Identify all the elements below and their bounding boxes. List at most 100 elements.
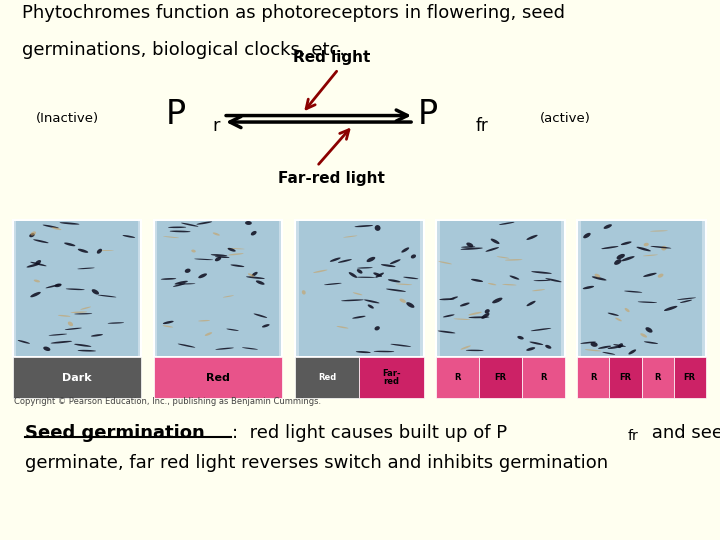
Ellipse shape	[643, 273, 657, 277]
Bar	[359, 357, 423, 398]
Ellipse shape	[352, 316, 366, 319]
Ellipse shape	[34, 280, 40, 282]
Ellipse shape	[65, 328, 82, 330]
Ellipse shape	[373, 272, 382, 277]
Text: R: R	[590, 373, 597, 382]
Ellipse shape	[471, 279, 483, 282]
Ellipse shape	[163, 236, 179, 238]
Ellipse shape	[74, 344, 91, 347]
Ellipse shape	[532, 289, 545, 291]
Ellipse shape	[74, 313, 92, 314]
Ellipse shape	[643, 254, 658, 256]
Bar	[295, 220, 423, 357]
Ellipse shape	[388, 279, 400, 282]
Ellipse shape	[454, 319, 471, 320]
Ellipse shape	[163, 325, 173, 327]
Ellipse shape	[168, 226, 186, 228]
Ellipse shape	[661, 246, 667, 251]
Ellipse shape	[624, 291, 642, 293]
Ellipse shape	[368, 305, 374, 308]
Ellipse shape	[198, 273, 207, 278]
Ellipse shape	[35, 260, 41, 265]
Ellipse shape	[461, 247, 483, 250]
Text: Phytochromes function as photoreceptors in flowering, seed: Phytochromes function as photoreceptors …	[22, 4, 564, 22]
Ellipse shape	[253, 314, 267, 318]
Ellipse shape	[354, 225, 373, 227]
Ellipse shape	[248, 273, 254, 277]
Ellipse shape	[228, 248, 235, 252]
Ellipse shape	[499, 222, 515, 225]
Text: Red: Red	[318, 373, 336, 382]
Ellipse shape	[223, 295, 234, 298]
Ellipse shape	[608, 313, 619, 316]
Ellipse shape	[336, 326, 348, 328]
Text: R: R	[454, 373, 461, 382]
Ellipse shape	[608, 346, 624, 349]
Text: Copyright © Pearson Education, Inc., publishing as Benjamin Cummings.: Copyright © Pearson Education, Inc., pub…	[14, 397, 321, 406]
Ellipse shape	[492, 298, 503, 303]
Ellipse shape	[91, 334, 103, 336]
Ellipse shape	[230, 265, 244, 267]
Ellipse shape	[66, 288, 85, 290]
Ellipse shape	[497, 256, 509, 259]
Ellipse shape	[411, 254, 416, 259]
Ellipse shape	[343, 235, 357, 238]
Ellipse shape	[443, 314, 454, 318]
Ellipse shape	[30, 231, 36, 235]
Ellipse shape	[77, 268, 95, 269]
Ellipse shape	[55, 284, 61, 287]
Ellipse shape	[545, 278, 562, 282]
Bar	[609, 357, 642, 398]
Ellipse shape	[242, 347, 258, 349]
Ellipse shape	[386, 289, 406, 292]
Bar	[436, 357, 479, 398]
Ellipse shape	[313, 269, 328, 273]
Ellipse shape	[45, 284, 62, 288]
Ellipse shape	[592, 276, 606, 280]
Ellipse shape	[50, 341, 72, 343]
Ellipse shape	[485, 247, 499, 252]
Ellipse shape	[228, 253, 243, 255]
Text: Red light: Red light	[292, 50, 370, 65]
Bar	[577, 220, 706, 357]
Ellipse shape	[401, 247, 409, 253]
Ellipse shape	[374, 350, 395, 352]
Ellipse shape	[107, 322, 124, 324]
Ellipse shape	[30, 233, 35, 237]
Text: (Inactive): (Inactive)	[36, 112, 99, 125]
Ellipse shape	[677, 298, 696, 300]
Ellipse shape	[302, 290, 306, 295]
Ellipse shape	[356, 351, 371, 353]
Ellipse shape	[353, 292, 362, 295]
Ellipse shape	[341, 299, 364, 301]
Ellipse shape	[650, 231, 668, 232]
Ellipse shape	[68, 321, 73, 326]
Ellipse shape	[582, 286, 594, 289]
Text: R: R	[654, 373, 661, 382]
Ellipse shape	[197, 221, 212, 225]
Ellipse shape	[613, 344, 626, 347]
Ellipse shape	[503, 284, 516, 286]
Ellipse shape	[381, 264, 395, 267]
Ellipse shape	[461, 346, 471, 350]
Ellipse shape	[466, 350, 484, 351]
Ellipse shape	[468, 312, 482, 315]
Bar	[154, 357, 282, 398]
Ellipse shape	[469, 316, 490, 318]
Ellipse shape	[526, 235, 538, 240]
Ellipse shape	[163, 321, 174, 324]
Bar	[674, 357, 706, 398]
Ellipse shape	[251, 272, 258, 276]
Ellipse shape	[43, 347, 50, 351]
Ellipse shape	[60, 222, 79, 225]
Ellipse shape	[18, 340, 30, 344]
Text: germinations, biological clocks, etc.: germinations, biological clocks, etc.	[22, 41, 345, 59]
Ellipse shape	[357, 267, 373, 268]
Ellipse shape	[246, 276, 265, 279]
Ellipse shape	[33, 239, 49, 243]
Ellipse shape	[78, 249, 89, 253]
Text: FR: FR	[683, 373, 696, 382]
Text: P: P	[418, 98, 438, 131]
Ellipse shape	[357, 269, 363, 274]
Ellipse shape	[460, 302, 469, 307]
